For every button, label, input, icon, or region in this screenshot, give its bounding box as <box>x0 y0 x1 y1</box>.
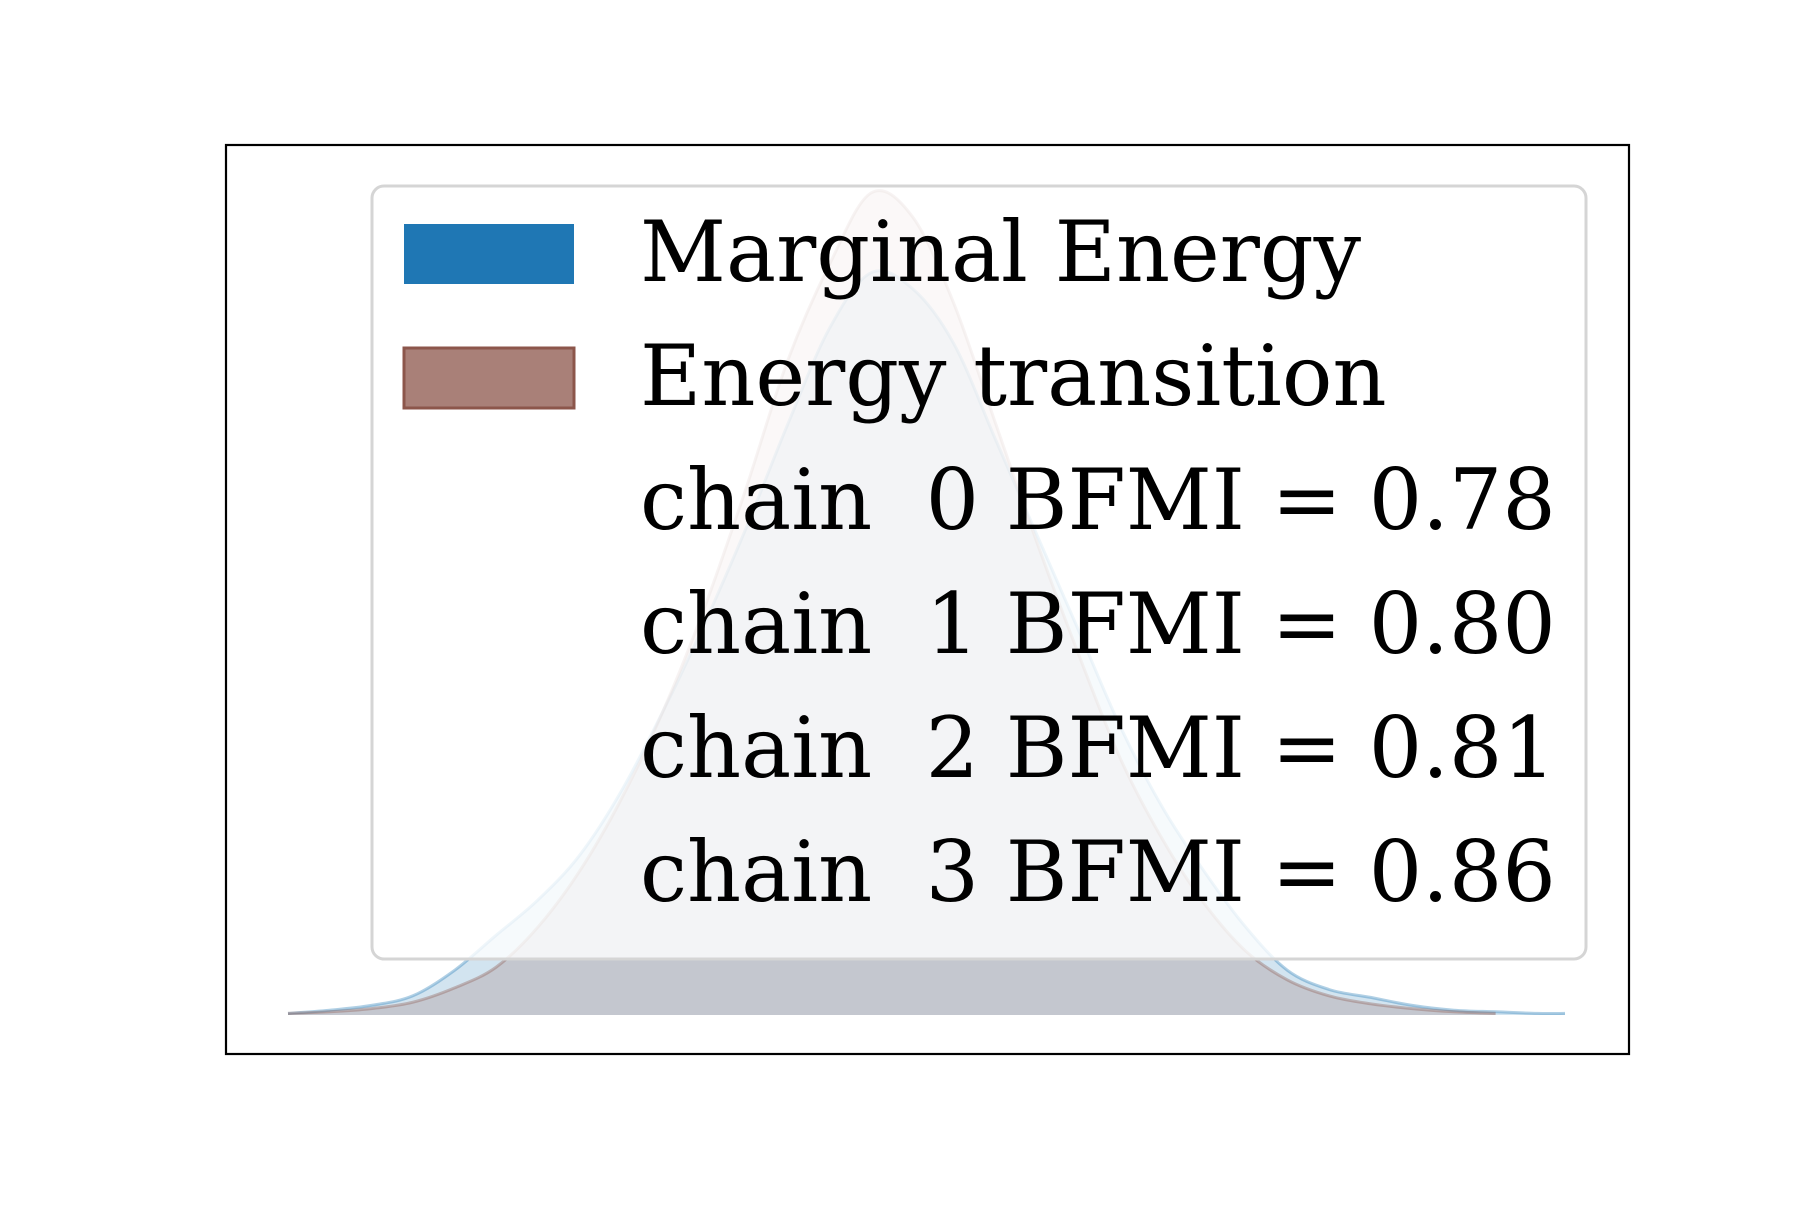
legend-box <box>370 184 1588 961</box>
legend-swatch-1 <box>402 346 576 410</box>
legend-label-0: Marginal Energy <box>640 203 1362 301</box>
legend-label-2: chain 0 BFMI = 0.78 <box>640 451 1556 549</box>
legend-label-1: Energy transition <box>640 327 1387 425</box>
legend-label-3: chain 1 BFMI = 0.80 <box>640 575 1556 673</box>
legend-swatch-0 <box>404 224 574 284</box>
axes-frame <box>224 143 1631 1056</box>
legend-label-4: chain 2 BFMI = 0.81 <box>640 699 1556 797</box>
legend-label-5: chain 3 BFMI = 0.86 <box>640 823 1556 921</box>
legend-entries: Marginal Energy Energy transition chain 0 … <box>402 203 1556 921</box>
legend: Marginal Energy Energy transition chain 0 … <box>370 184 1588 961</box>
